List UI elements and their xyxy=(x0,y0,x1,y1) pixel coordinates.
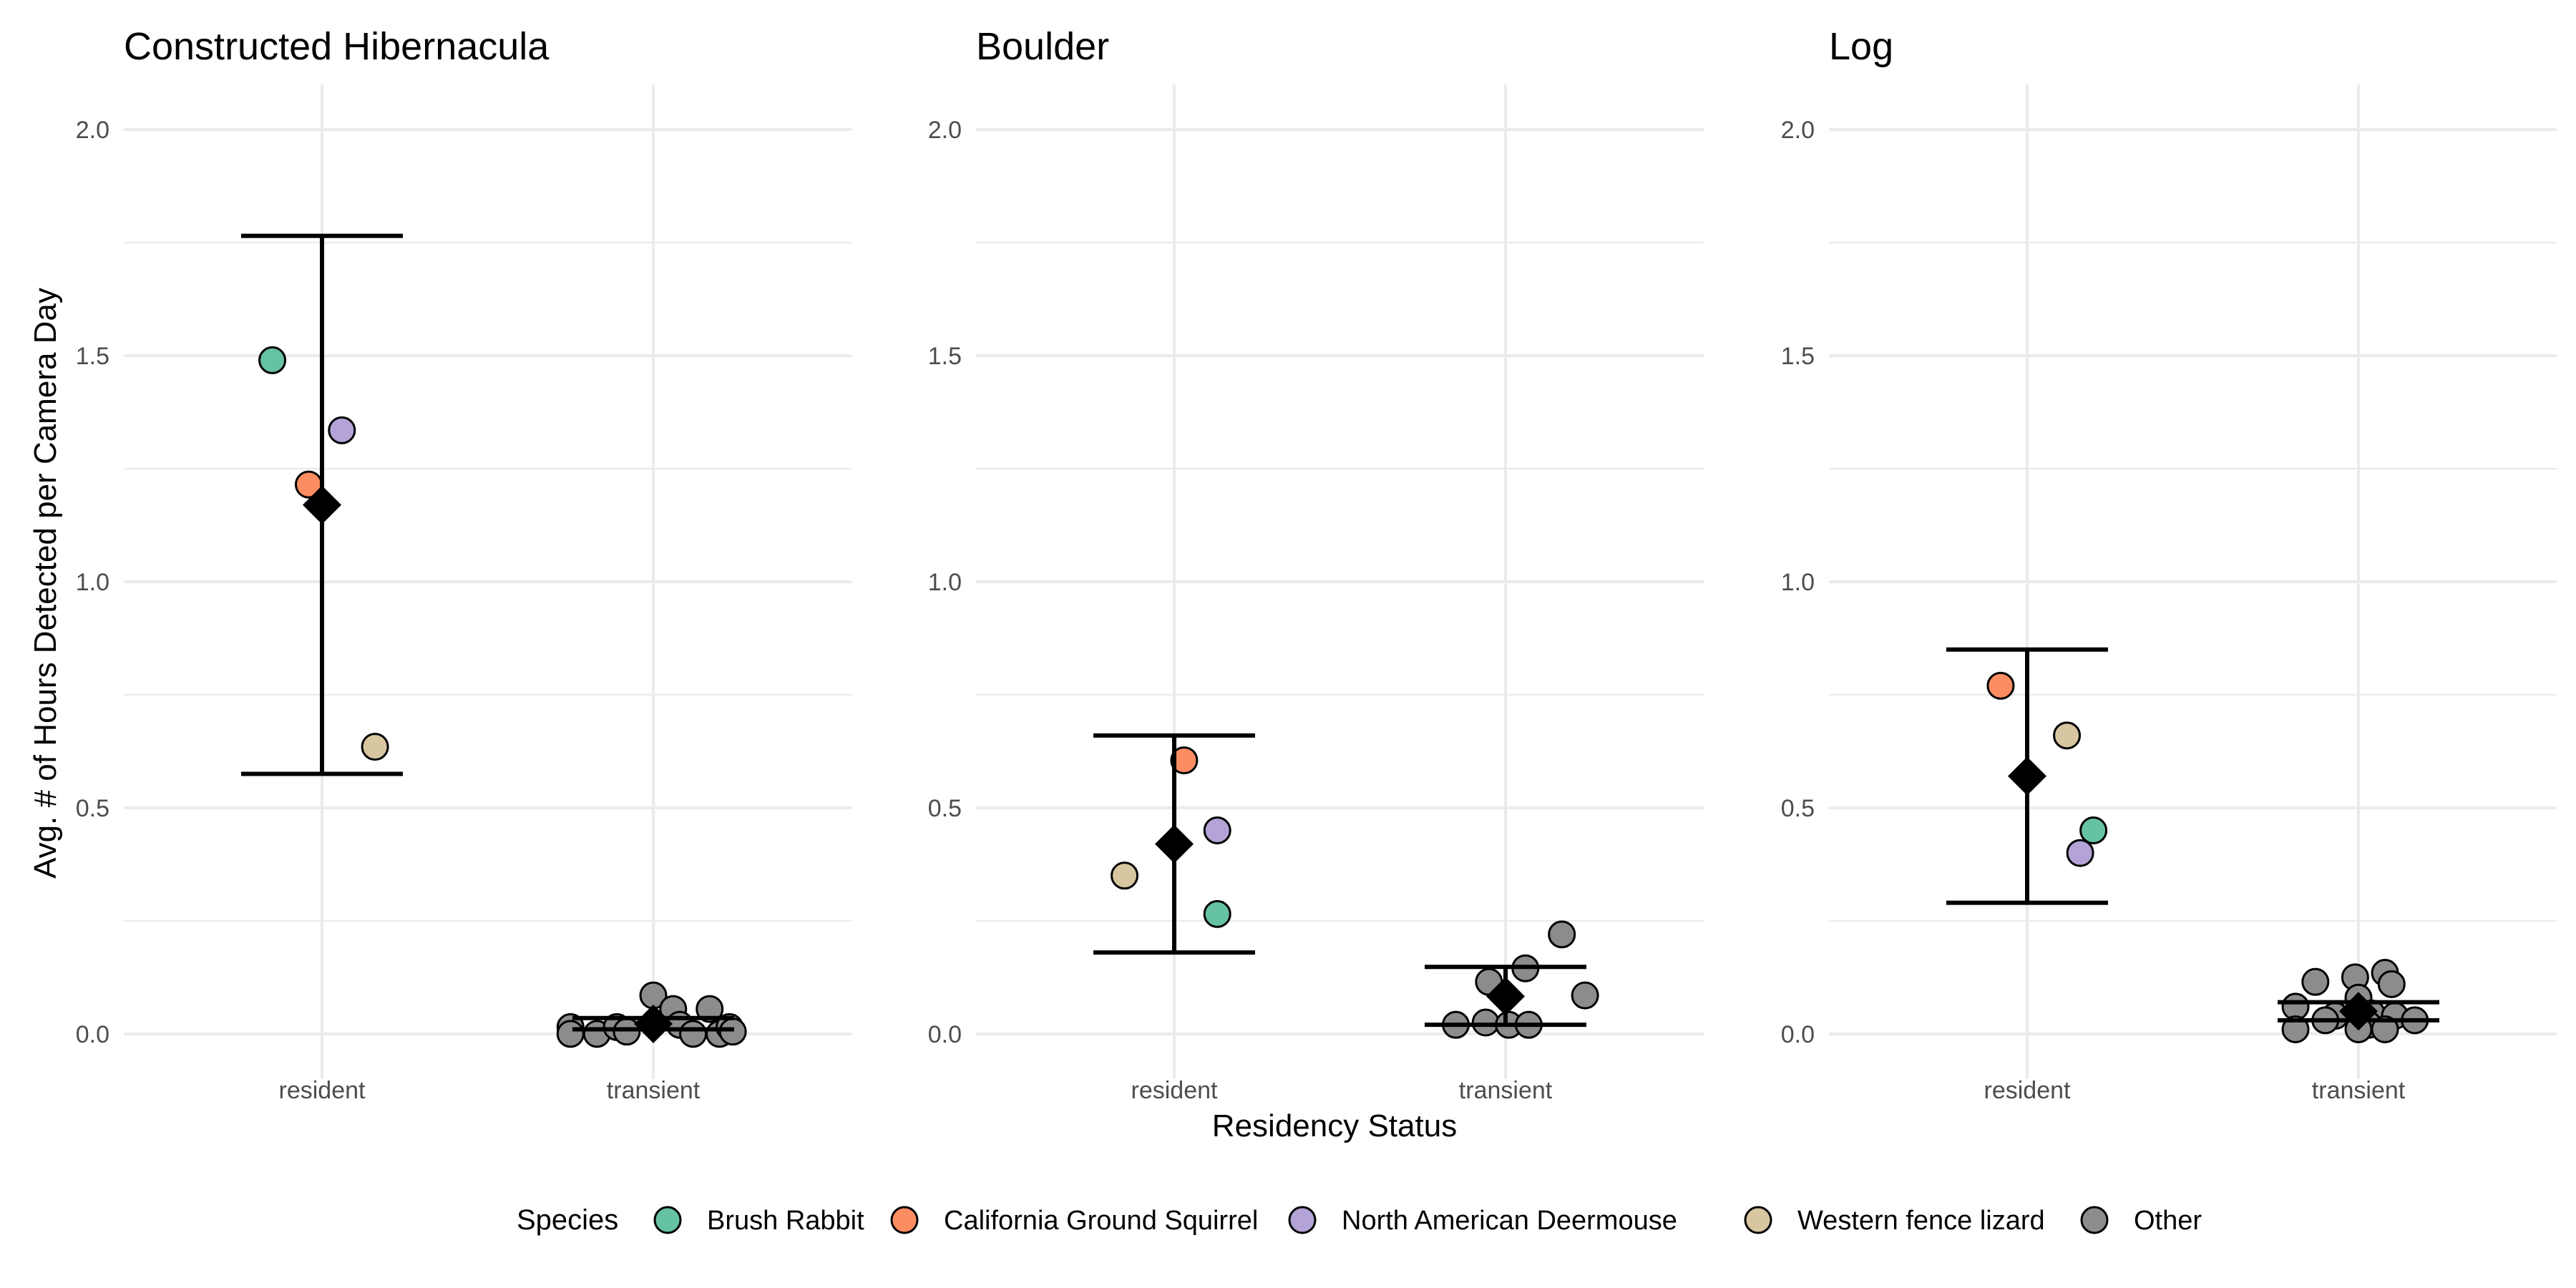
y-tick-label: 1.0 xyxy=(1781,569,1815,596)
x-tick-label: transient xyxy=(2312,1077,2406,1104)
mean-marker xyxy=(1155,824,1194,864)
data-point xyxy=(2371,1015,2399,1043)
legend-label: North American Deermouse xyxy=(1342,1206,1677,1236)
y-tick-label: 0.5 xyxy=(76,795,109,822)
data-point xyxy=(1471,1008,1500,1037)
facet-panel: 0.0 0.5 1.0 1.5 2.0 resident transient Boulder xyxy=(928,25,1704,1104)
data-point xyxy=(328,416,356,444)
legend-key xyxy=(2080,1206,2109,1234)
legend-item: Brush Rabbit xyxy=(653,1206,864,1236)
mean-marker xyxy=(303,485,341,525)
legend-item: North American Deermouse xyxy=(1288,1206,1677,1236)
y-tick-label: 2.0 xyxy=(76,117,109,144)
data-point xyxy=(1571,981,1599,1010)
x-axis-title: Residency Status xyxy=(1212,1108,1457,1143)
y-tick-label: 1.5 xyxy=(76,343,109,370)
panel-title: Constructed Hibernacula xyxy=(124,25,550,68)
y-tick-label: 1.0 xyxy=(76,569,109,596)
data-point xyxy=(1986,671,2015,700)
y-axis-title: Avg. # of Hours Detected per Camera Day xyxy=(28,288,63,879)
data-point xyxy=(1111,862,1139,890)
data-point xyxy=(2066,839,2094,867)
legend-key xyxy=(653,1206,682,1234)
panels-layer: 0.0 0.5 1.0 1.5 2.0 resident transient Construc… xyxy=(76,25,2557,1104)
data-point xyxy=(1170,746,1199,775)
mean-marker xyxy=(2339,992,2378,1031)
legend-label: Brush Rabbit xyxy=(707,1206,864,1236)
data-point xyxy=(718,1018,747,1046)
legend-label: Other xyxy=(2134,1206,2202,1236)
facet-panel: 0.0 0.5 1.0 1.5 2.0 resident transient Construc… xyxy=(76,25,852,1104)
legend-item: California Ground Squirrel xyxy=(890,1206,1258,1236)
legend-item: Other xyxy=(2080,1206,2202,1236)
legend-label: California Ground Squirrel xyxy=(944,1206,1258,1236)
data-point xyxy=(1203,816,1231,844)
data-point xyxy=(361,733,389,761)
data-point xyxy=(2053,721,2082,750)
legend-items: Brush Rabbit California Ground Squirrel No… xyxy=(653,1206,2202,1236)
x-tick-label: resident xyxy=(1984,1077,2072,1104)
data-point xyxy=(679,1020,708,1048)
x-tick-label: resident xyxy=(1131,1077,1219,1104)
legend-item: Western fence lizard xyxy=(1744,1206,2045,1236)
y-tick-label: 2.0 xyxy=(1781,117,1815,144)
x-tick-label: resident xyxy=(279,1077,366,1104)
y-tick-label: 1.5 xyxy=(928,343,962,370)
legend-title: Species xyxy=(517,1204,618,1236)
data-point xyxy=(2079,816,2108,844)
y-tick-label: 1.0 xyxy=(928,569,962,596)
legend: Species Brush Rabbit California Ground Sq… xyxy=(517,1204,2202,1236)
mean-marker xyxy=(2008,756,2046,796)
y-tick-label: 0.0 xyxy=(928,1021,962,1048)
x-tick-label: transient xyxy=(607,1077,701,1104)
panel-title: Boulder xyxy=(976,25,1109,68)
y-tick-label: 0.0 xyxy=(1781,1021,1815,1048)
facet-panel: 0.0 0.5 1.0 1.5 2.0 resident transient Log xyxy=(1781,25,2557,1104)
data-point xyxy=(696,995,724,1023)
data-point xyxy=(556,1020,585,1048)
mean-marker xyxy=(634,1004,673,1043)
panel-title: Log xyxy=(1829,25,1893,68)
y-tick-label: 1.5 xyxy=(1781,343,1815,370)
data-point xyxy=(258,346,287,374)
data-point xyxy=(2301,967,2330,996)
x-tick-label: transient xyxy=(1459,1077,1553,1104)
data-point xyxy=(1548,920,1576,949)
y-tick-label: 0.5 xyxy=(928,795,962,822)
legend-key xyxy=(890,1206,919,1234)
y-tick-label: 0.0 xyxy=(76,1021,109,1048)
legend-key xyxy=(1744,1206,1772,1234)
legend-label: Western fence lizard xyxy=(1797,1206,2045,1236)
y-tick-label: 0.5 xyxy=(1781,795,1815,822)
data-point xyxy=(2281,1015,2310,1043)
data-point xyxy=(1203,899,1231,928)
y-tick-label: 2.0 xyxy=(928,117,962,144)
mean-marker xyxy=(1486,977,1525,1016)
data-point xyxy=(2377,970,2406,998)
legend-key xyxy=(1288,1206,1317,1234)
